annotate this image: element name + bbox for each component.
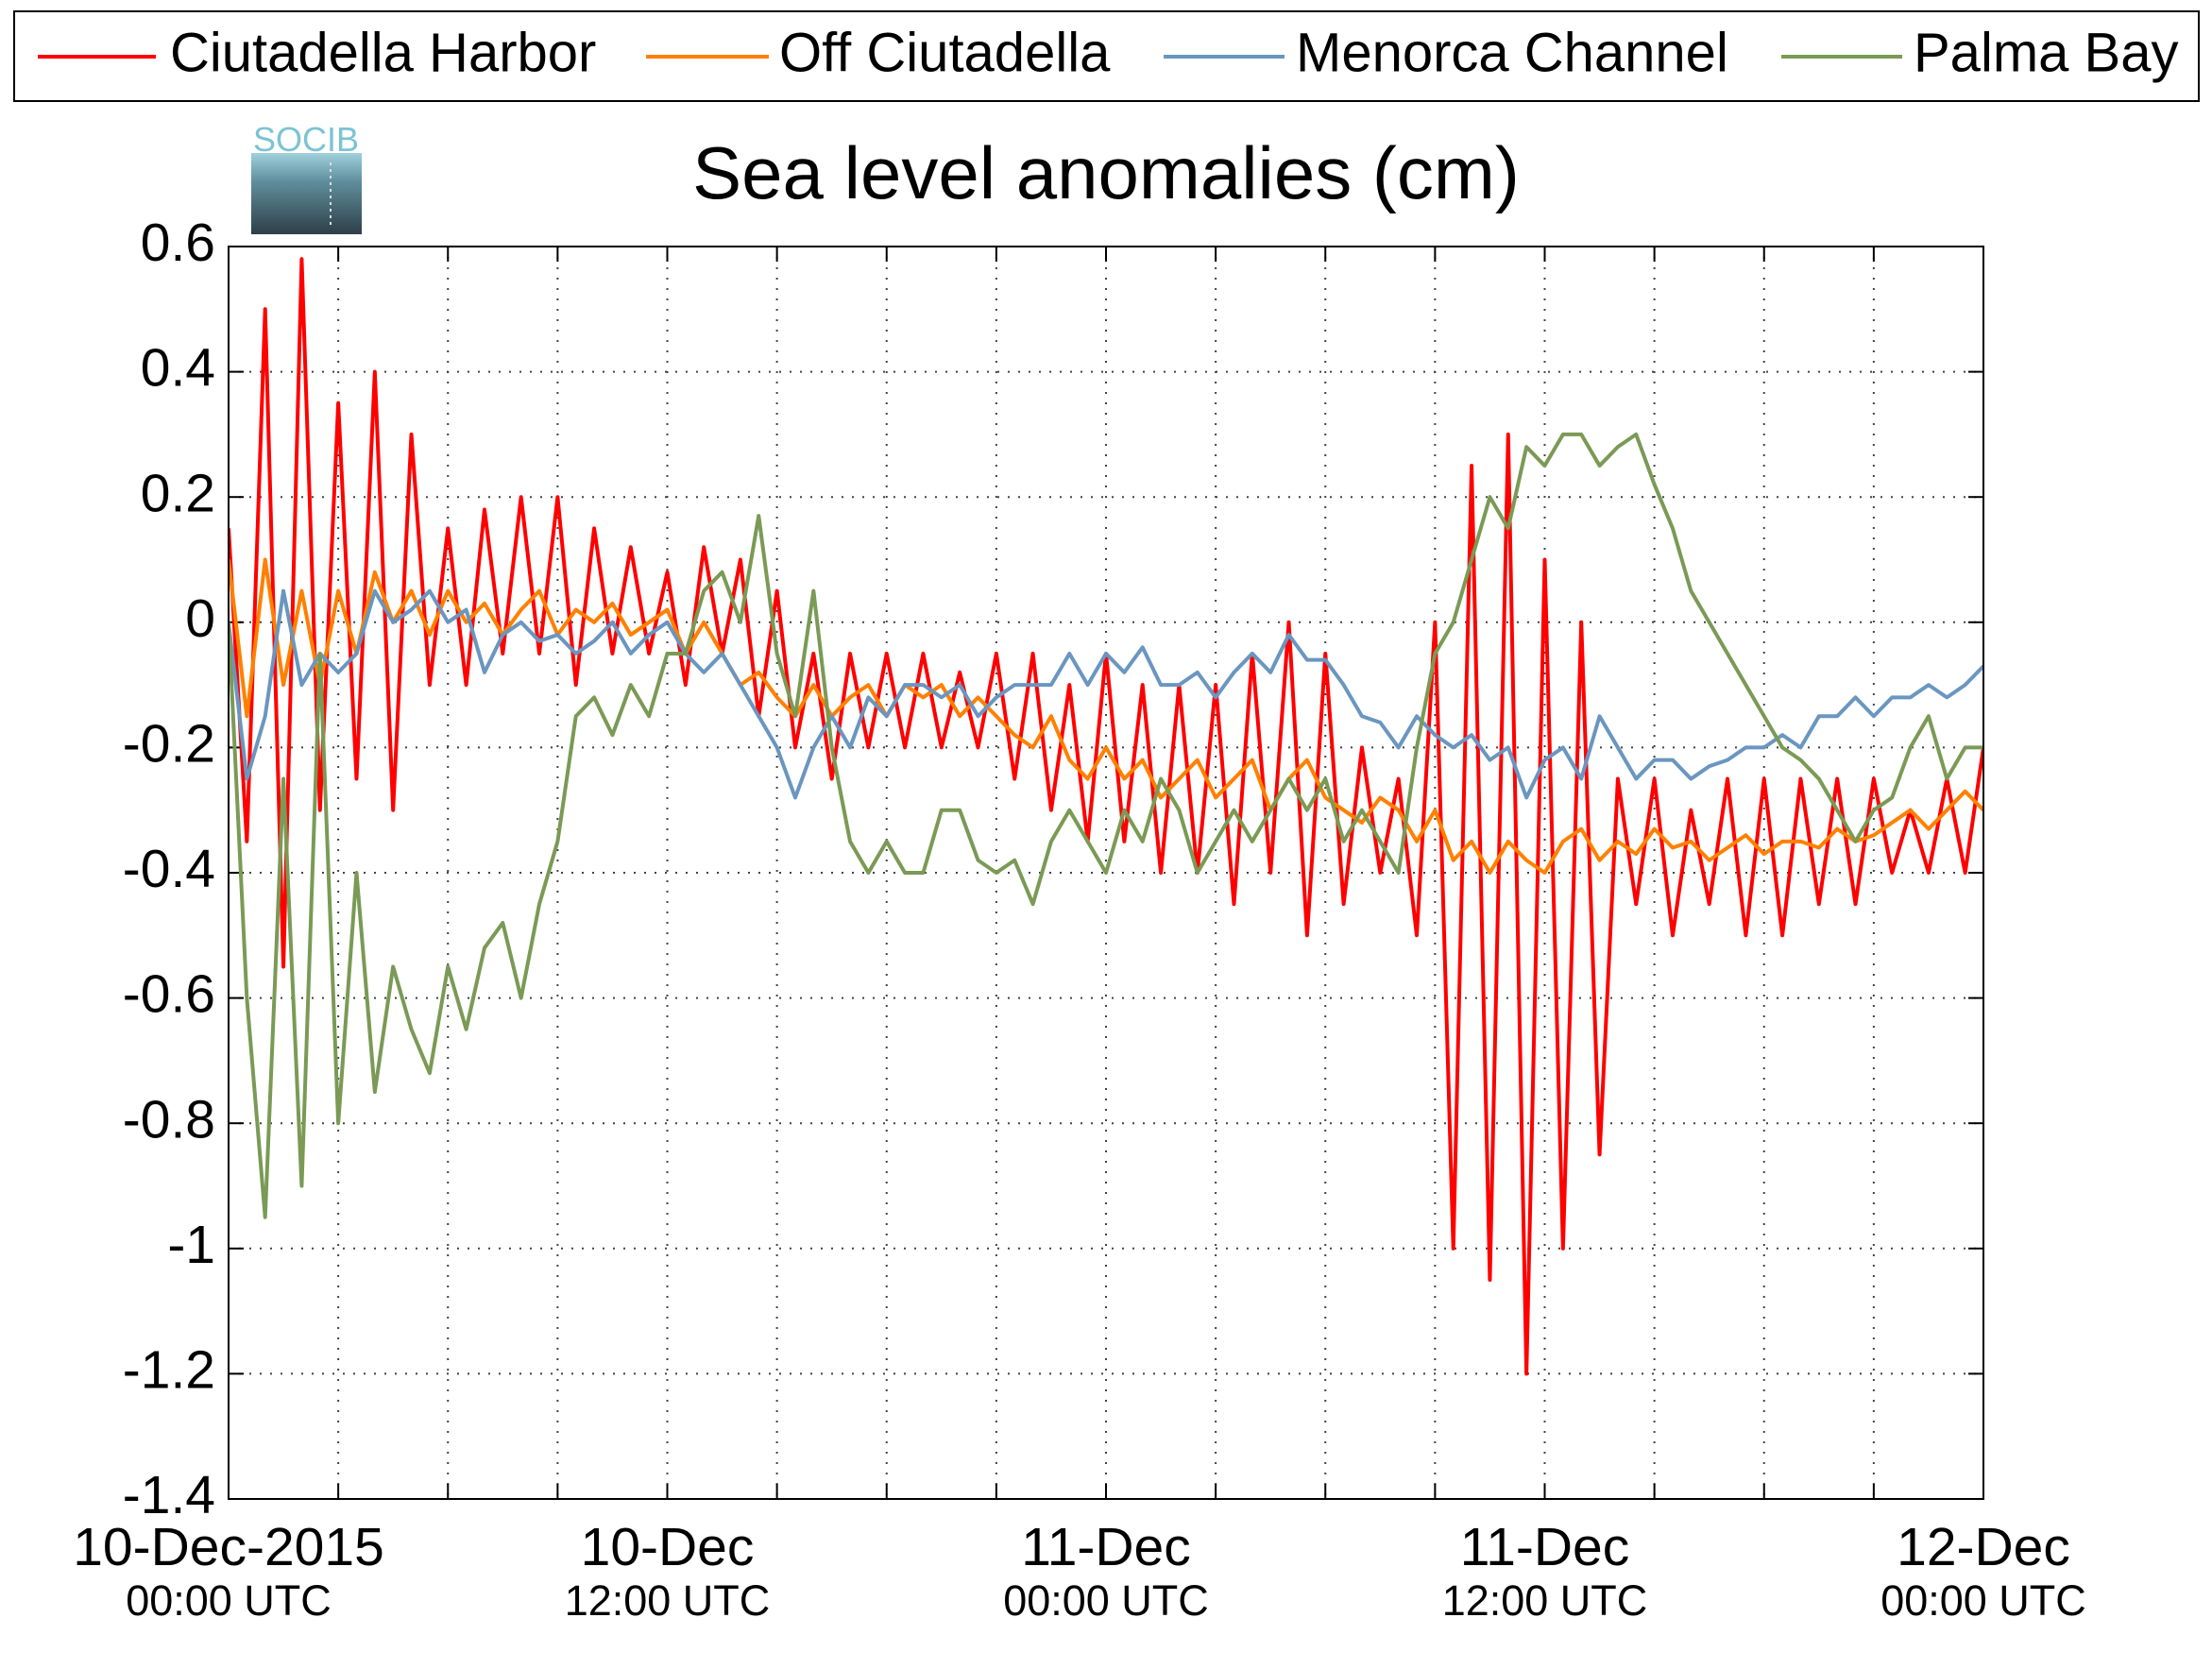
legend-label: Menorca Channel (1296, 22, 1728, 83)
x-tick-sublabel: 12:00 UTC (1442, 1576, 1648, 1625)
x-tick-sublabel: 00:00 UTC (1003, 1576, 1209, 1625)
logo-graphic (251, 153, 362, 234)
x-tick-sublabel: 00:00 UTC (1880, 1576, 2086, 1625)
x-tick-label: 10-Dec (581, 1517, 755, 1577)
logo-text: SOCIB (253, 120, 359, 159)
y-tick-label: -1 (167, 1215, 215, 1275)
legend-label: Palma Bay (1914, 22, 2178, 83)
y-tick-label: -0.2 (123, 713, 215, 774)
x-tick-label: 12-Dec (1897, 1517, 2070, 1577)
axes-frame (228, 246, 1984, 1500)
chart-title: Sea level anomalies (cm) (692, 131, 1520, 214)
legend-label: Ciutadella Harbor (170, 22, 596, 83)
y-tick-label: -0.8 (123, 1089, 215, 1150)
logo: SOCIB (251, 120, 362, 234)
series-line (229, 557, 1983, 875)
x-tick-label: 10-Dec-2015 (73, 1517, 384, 1577)
y-tick-label: 0.4 (141, 338, 215, 399)
y-tick-label: 0.6 (141, 213, 215, 273)
y-tick-label: 0 (185, 588, 215, 649)
x-tick-sublabel: 00:00 UTC (126, 1576, 332, 1625)
series-line (229, 432, 1983, 1219)
series-line (229, 588, 1983, 800)
x-tick-sublabel: 12:00 UTC (565, 1576, 771, 1625)
y-tick-label: -1.4 (123, 1465, 215, 1525)
y-tick-label: 0.2 (141, 463, 215, 523)
legend-label: Off Ciutadella (779, 22, 1111, 83)
y-tick-label: -0.4 (123, 839, 215, 899)
y-tick-label: -0.6 (123, 964, 215, 1025)
y-tick-label: -1.2 (123, 1339, 215, 1400)
x-tick-label: 11-Dec (1460, 1517, 1630, 1577)
x-tick-label: 11-Dec (1021, 1517, 1191, 1577)
